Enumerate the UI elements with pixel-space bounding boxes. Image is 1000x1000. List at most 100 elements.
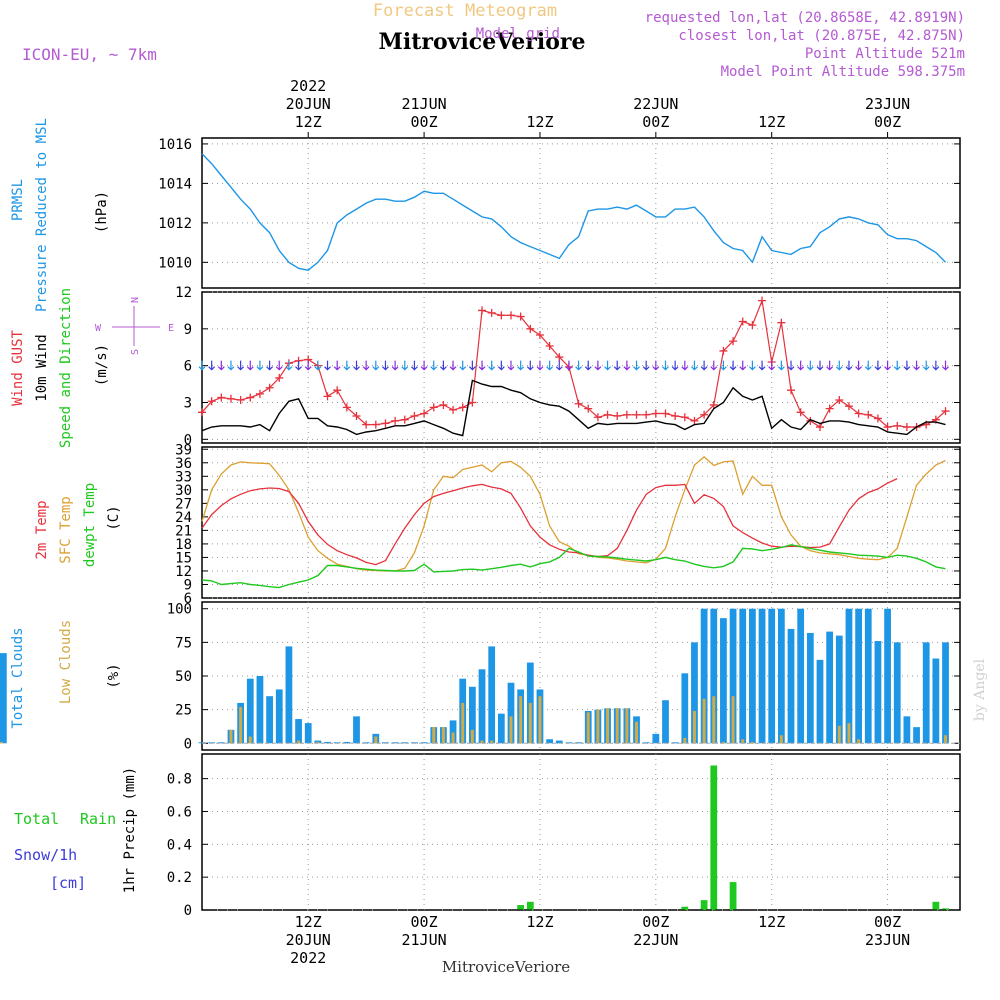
wind-dir-arrow (478, 360, 486, 371)
top-time-label: 00Z (874, 113, 901, 131)
total-cloud-bar (449, 720, 457, 744)
bottom-time-label: 12Z (295, 913, 322, 931)
total-cloud-bar (420, 742, 428, 744)
total-cloud-bar (266, 696, 273, 744)
cloud-ytick-label: 100 (167, 602, 192, 618)
gust-marker (748, 321, 757, 330)
total-cloud-bar (246, 678, 254, 744)
wind-dir-arrow (729, 360, 737, 371)
low-cloud-bar (596, 709, 600, 744)
top-time-label: 23JUN (865, 95, 910, 113)
precip-ytick-label: 0.8 (167, 772, 192, 788)
wind-dir-arrow (246, 360, 254, 371)
gust-marker (458, 403, 467, 412)
top-time-label: 2022 (290, 77, 326, 95)
rain-bar (526, 901, 534, 910)
panel-frames (201, 137, 961, 911)
gust-marker (893, 421, 902, 430)
precip-ytick-label: 0.6 (167, 804, 192, 820)
gust-marker (217, 393, 226, 402)
gust-marker (478, 306, 487, 315)
temp-ytick-label: 39 (175, 442, 192, 458)
low-cloud-bar (519, 696, 523, 744)
gust-marker (642, 410, 651, 419)
total-cloud-bar (401, 742, 409, 744)
low-cloud-bar (586, 712, 590, 744)
wind-ytick-label: 3 (184, 395, 192, 411)
gust-marker (265, 383, 274, 392)
wind-dir-arrow (700, 360, 708, 371)
low-cloud-bar (683, 737, 687, 744)
wind-dir-arrow (806, 360, 814, 371)
total-cloud-bar (893, 642, 901, 744)
total-cloud-bar (913, 727, 920, 744)
pressure-ytick-label: 1012 (158, 216, 192, 232)
total-clouds-label: Total Clouds (10, 627, 26, 728)
gust-marker (671, 411, 680, 420)
clouds-panel: 0 25 50 75 100 (0, 602, 960, 752)
total-cloud-bar (903, 716, 911, 744)
wind-dir-arrow (575, 360, 583, 371)
compass-north: N (130, 297, 141, 303)
total-cloud-bar (710, 608, 718, 744)
low-cloud-bar (837, 725, 841, 744)
total-cloud-bar (217, 742, 225, 744)
gust-marker (777, 318, 786, 327)
wind-speed-line (201, 379, 946, 437)
temp-2m-label: 2m Temp (34, 500, 50, 559)
gust-marker (342, 403, 351, 412)
gust-marker (555, 353, 564, 362)
pressure-ytick-label: 1010 (158, 255, 192, 271)
bottom-time-label: 2022 (290, 949, 326, 967)
low-cloud-bar (741, 739, 745, 744)
gust-marker (487, 308, 496, 317)
rain-bar (517, 905, 525, 910)
temp-ytick-label: 27 (175, 496, 192, 512)
gust-marker (709, 400, 718, 409)
total-cloud-bar (304, 723, 312, 744)
wind-dir-arrow (304, 360, 312, 371)
gust-marker (593, 413, 602, 422)
gust-marker (738, 317, 747, 326)
pressure-panel: 1010 1012 1014 1016 (158, 137, 960, 288)
total-cloud-bar (468, 686, 476, 744)
wind-dir-arrow (932, 360, 940, 371)
total-cloud-bar (942, 642, 949, 744)
gust-marker (198, 408, 206, 417)
pressure-label-1: PRMSL (10, 179, 26, 221)
gust-marker (815, 423, 824, 432)
wind-dir-arrow (633, 360, 640, 371)
total-cloud-bar (855, 608, 862, 744)
wind-dir-arrow (488, 360, 496, 371)
low-cloud-bar (721, 741, 725, 744)
low-cloud-bar (229, 729, 233, 744)
total-cloud-bar (295, 719, 302, 744)
wind-ytick-label: 12 (175, 285, 192, 301)
pressure-ytick-label: 1016 (158, 137, 192, 153)
wind-dir-arrow (845, 360, 853, 371)
wind-dir-arrow (382, 360, 389, 371)
bottom-time-label: 00Z (874, 913, 901, 931)
location-title: MitroviceVeriore (379, 29, 586, 55)
gust-marker (873, 414, 882, 423)
top-time-label: 21JUN (402, 95, 447, 113)
gust-marker (526, 324, 535, 333)
wind-dir-arrow (401, 360, 409, 371)
gust-marker (758, 296, 767, 305)
gust-marker (429, 403, 438, 412)
gust-marker (883, 423, 892, 432)
watermark: by Angel (972, 658, 988, 721)
wind-dir-arrow (526, 360, 534, 371)
wind-dir-arrow (748, 360, 756, 371)
total-cloud-bar (777, 608, 785, 744)
gust-marker (796, 408, 805, 417)
gust-marker (371, 420, 380, 429)
wind-dir-arrow (198, 360, 206, 371)
gust-marker (352, 411, 361, 420)
wind-dir-arrow (758, 360, 766, 371)
low-cloud-bar (731, 696, 735, 744)
wind-dir-arrow (855, 360, 863, 371)
gust-marker (844, 402, 853, 411)
wind-dir-arrow (324, 360, 331, 371)
